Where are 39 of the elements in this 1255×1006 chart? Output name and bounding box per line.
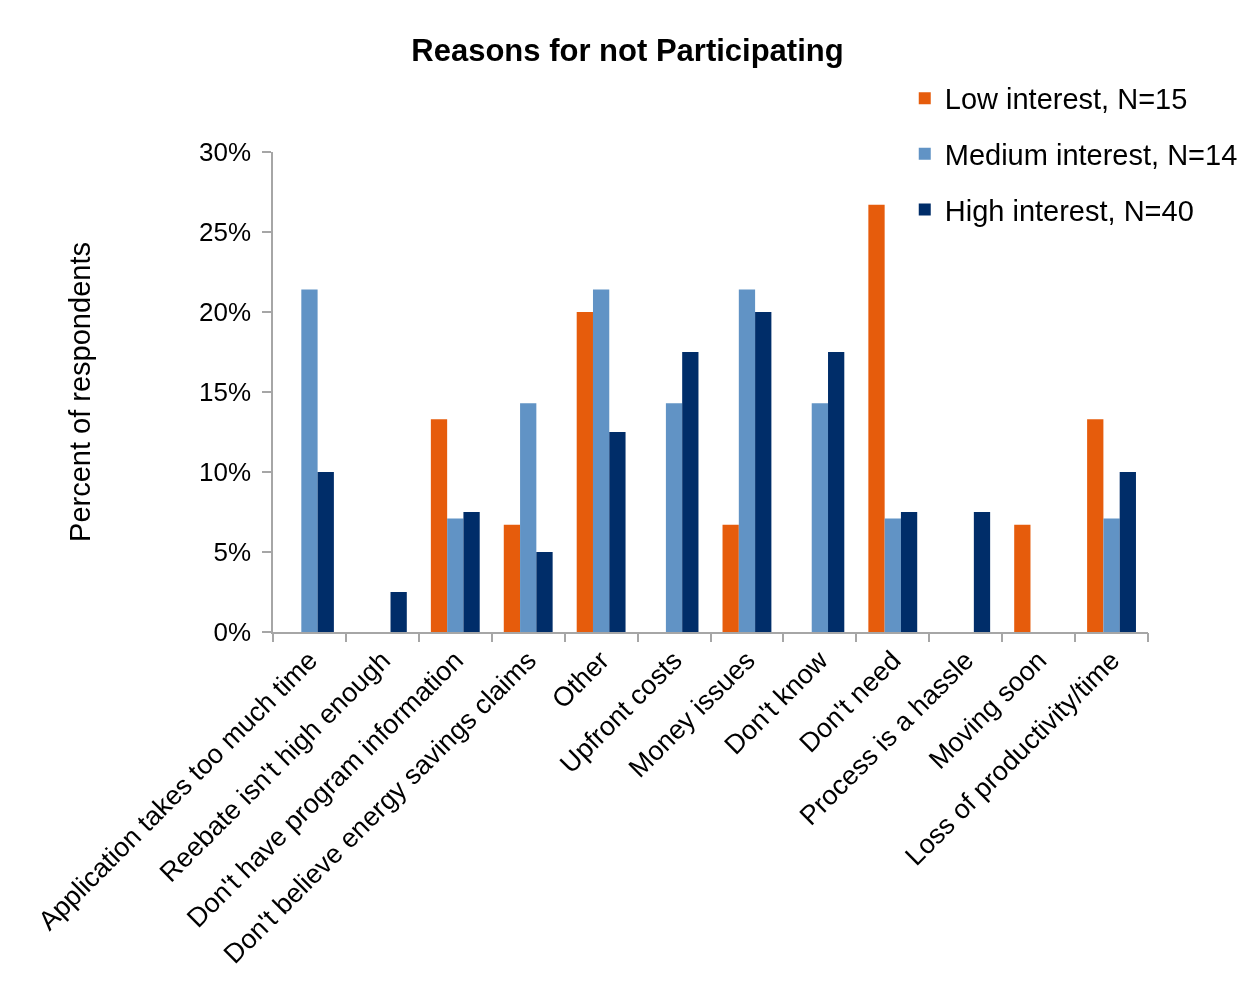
- bar: [1014, 524, 1031, 632]
- bar: [520, 403, 537, 632]
- bar: [536, 552, 553, 632]
- bar: [503, 524, 521, 632]
- bar: [682, 352, 699, 632]
- bar: [811, 403, 829, 632]
- bar: [738, 289, 756, 632]
- bar: [868, 204, 885, 632]
- bar: [755, 312, 772, 632]
- bar: [430, 419, 448, 632]
- bar: [1087, 419, 1104, 632]
- bar: [390, 592, 407, 632]
- y-tick-label: 25%: [199, 217, 252, 248]
- y-tick-label: 5%: [213, 537, 252, 568]
- y-tick-label: 15%: [199, 377, 252, 408]
- y-tick-label: 30%: [199, 137, 252, 168]
- bar: [665, 403, 683, 632]
- bar: [1119, 472, 1136, 632]
- bar: [609, 432, 626, 632]
- bar: [463, 512, 480, 632]
- y-axis-title: Percent of respondents: [63, 242, 96, 542]
- y-tick-label: 0%: [213, 617, 252, 648]
- bar: [828, 352, 845, 632]
- bar: [301, 289, 318, 632]
- bar: [722, 524, 739, 632]
- legend-label: Medium interest, N=14: [944, 139, 1238, 172]
- bar: [317, 472, 334, 632]
- bar: [900, 512, 918, 632]
- bar: [973, 512, 991, 632]
- y-tick-label: 20%: [199, 297, 252, 328]
- chart-title: Reasons for not Participating: [411, 32, 844, 68]
- bar: [592, 289, 610, 632]
- bar: [447, 518, 464, 632]
- bar: [576, 312, 593, 632]
- bar: [884, 518, 901, 632]
- legend-label: Low interest, N=15: [944, 83, 1188, 116]
- bar: [1103, 518, 1120, 632]
- legend-label: High interest, N=40: [944, 194, 1194, 227]
- y-tick-label: 10%: [199, 457, 252, 488]
